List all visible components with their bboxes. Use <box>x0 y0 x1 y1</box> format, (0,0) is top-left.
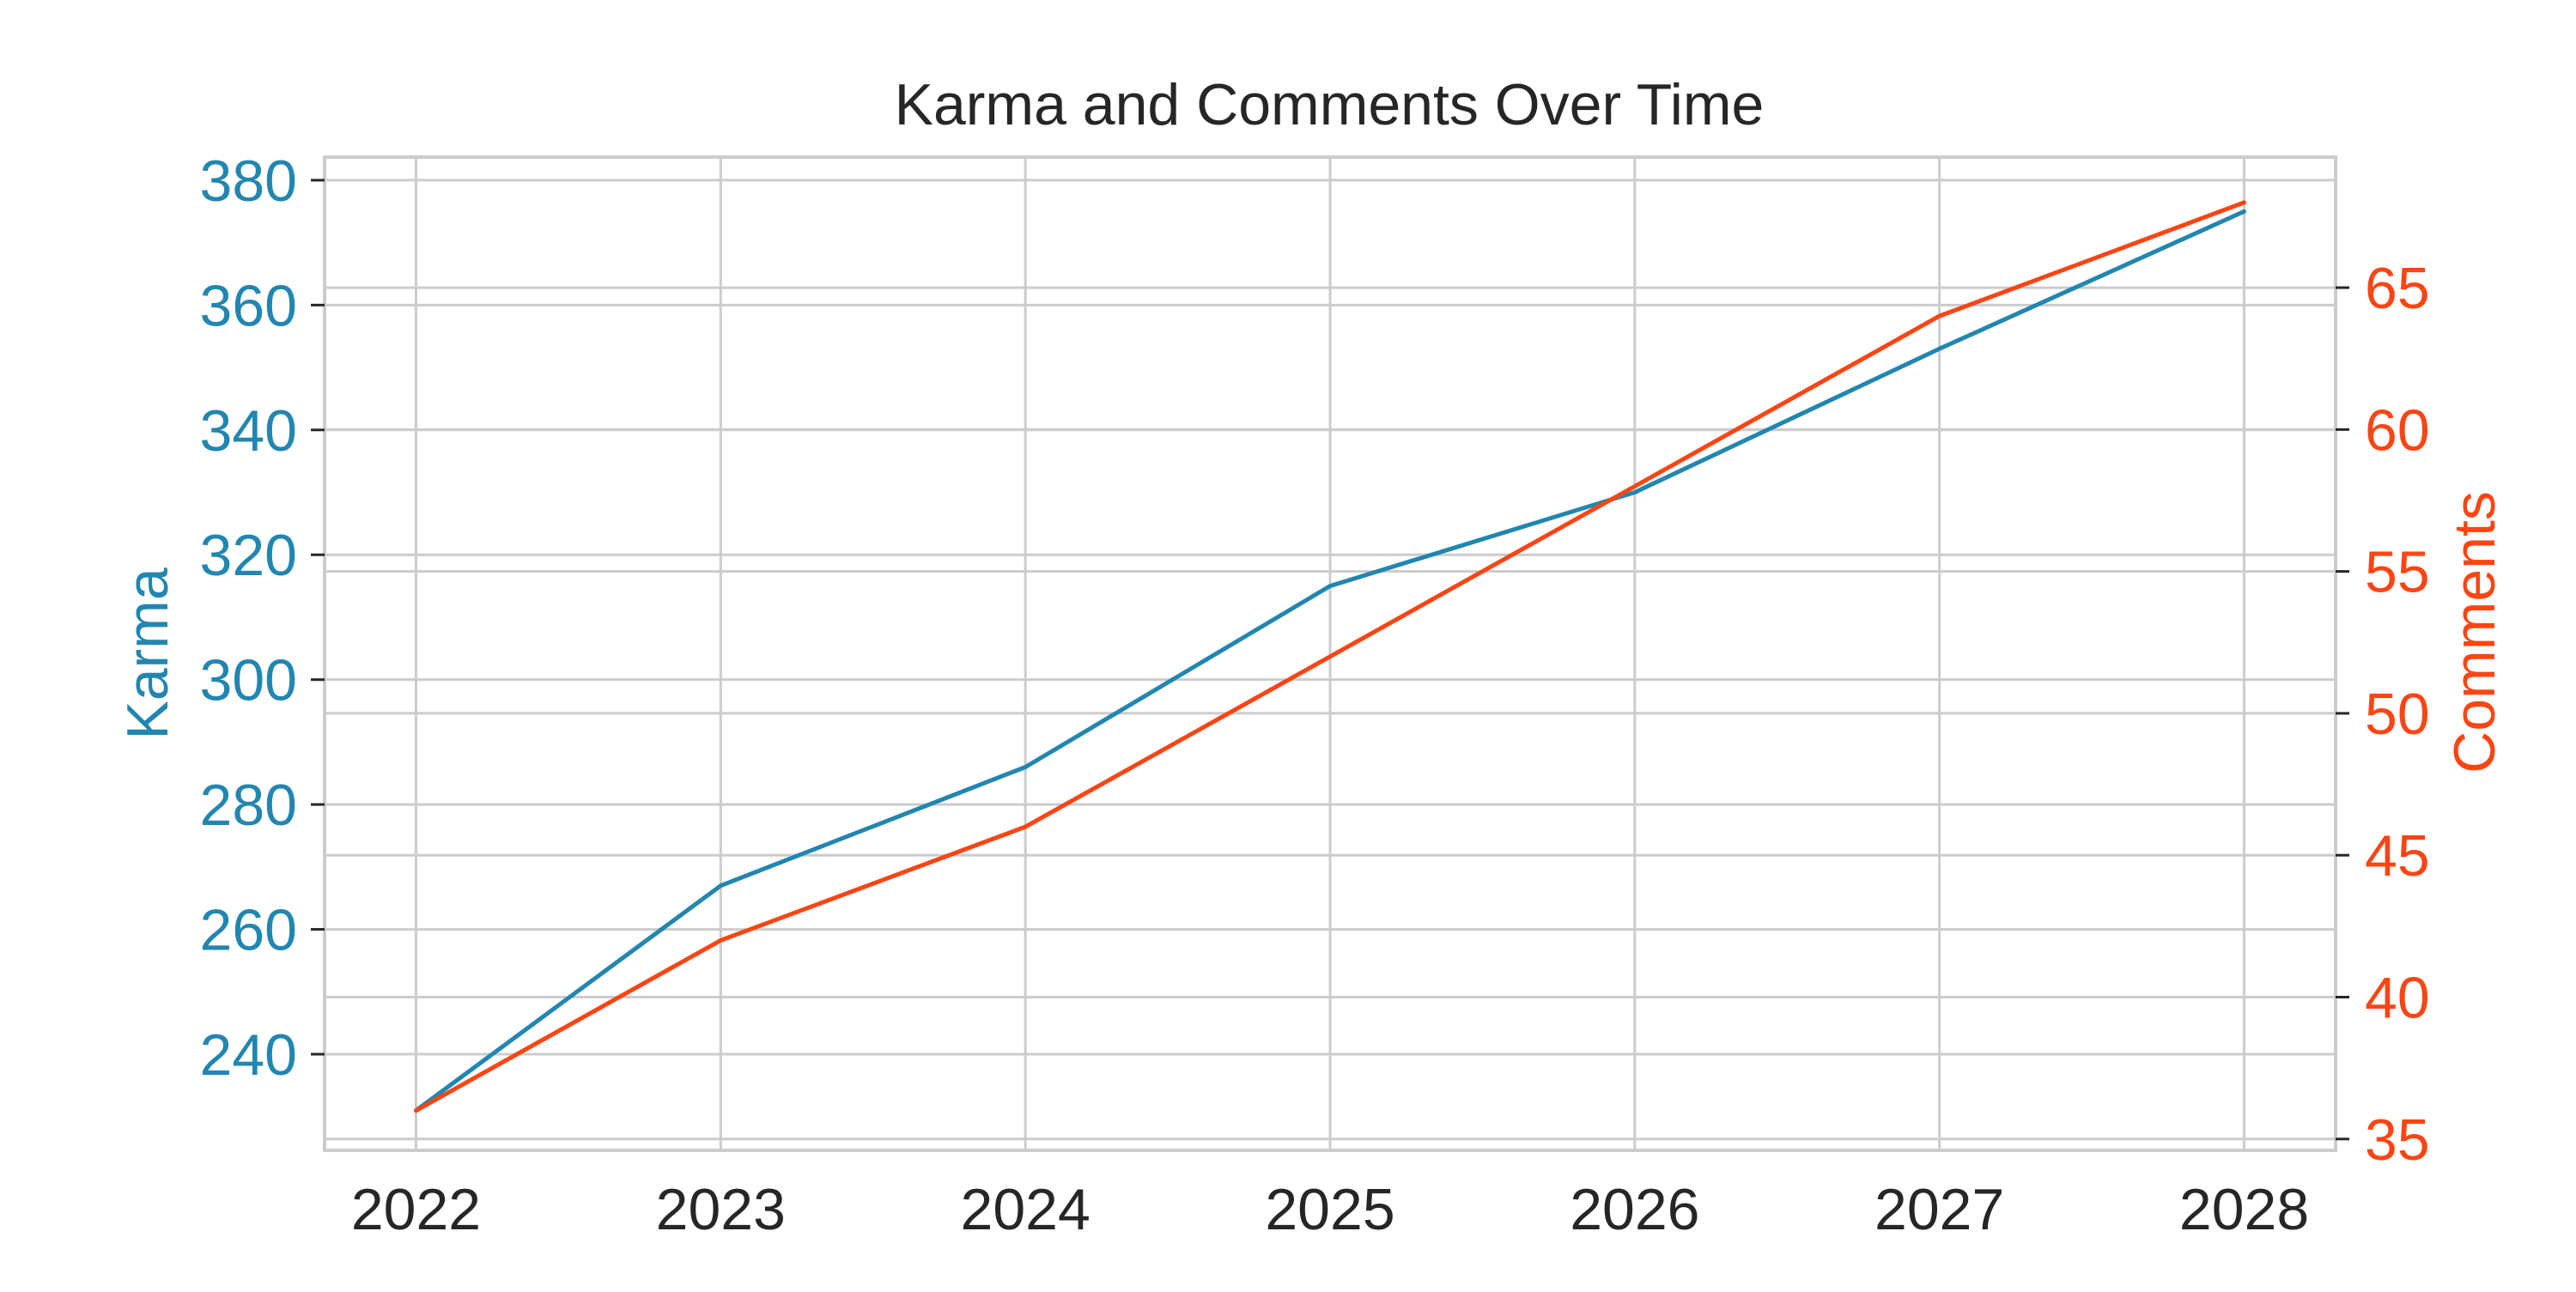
right-y-tick-label: 40 <box>2365 965 2430 1030</box>
left-y-tick-label: 260 <box>200 898 297 963</box>
x-axis-ticks: 2022 2023 2024 2025 2026 2027 2028 <box>351 1177 2309 1242</box>
left-y-axis-ticks: 240 260 280 300 320 340 360 380 <box>200 149 325 1088</box>
left-y-tick-label: 280 <box>200 773 297 838</box>
x-tick-label: 2026 <box>1570 1177 1699 1242</box>
left-y-tick-label: 240 <box>200 1022 297 1088</box>
series-layer <box>414 200 2246 1113</box>
right-y-axis-label: Comments <box>2442 491 2507 773</box>
x-tick-label: 2028 <box>2179 1177 2309 1242</box>
right-y-tick-label: 50 <box>2365 682 2430 747</box>
x-tick-label: 2023 <box>656 1177 786 1242</box>
right-y-tick-label: 55 <box>2365 540 2430 605</box>
right-y-tick-label: 35 <box>2365 1107 2430 1173</box>
x-tick-label: 2024 <box>961 1177 1091 1242</box>
left-y-axis-label: Karma <box>115 567 180 739</box>
right-y-tick-label: 65 <box>2365 256 2430 321</box>
left-y-tick-label: 380 <box>200 149 297 214</box>
left-y-tick-label: 360 <box>200 273 297 338</box>
series-line-karma <box>414 209 2246 1113</box>
right-y-tick-label: 45 <box>2365 823 2430 889</box>
left-y-tick-label: 300 <box>200 648 297 713</box>
right-y-axis-ticks: 35 40 45 50 55 60 65 <box>2336 256 2430 1173</box>
left-y-tick-label: 340 <box>200 398 297 464</box>
left-y-tick-label: 320 <box>200 523 297 588</box>
right-y-tick-label: 60 <box>2365 397 2430 463</box>
series-line-comments <box>414 200 2246 1113</box>
chart-title: Karma and Comments Over Time <box>895 72 1765 137</box>
x-tick-label: 2027 <box>1874 1177 2004 1242</box>
grid-lines <box>325 157 2336 1150</box>
x-tick-label: 2025 <box>1265 1177 1394 1242</box>
x-tick-label: 2022 <box>351 1177 481 1242</box>
plot-frame <box>323 155 2337 1152</box>
